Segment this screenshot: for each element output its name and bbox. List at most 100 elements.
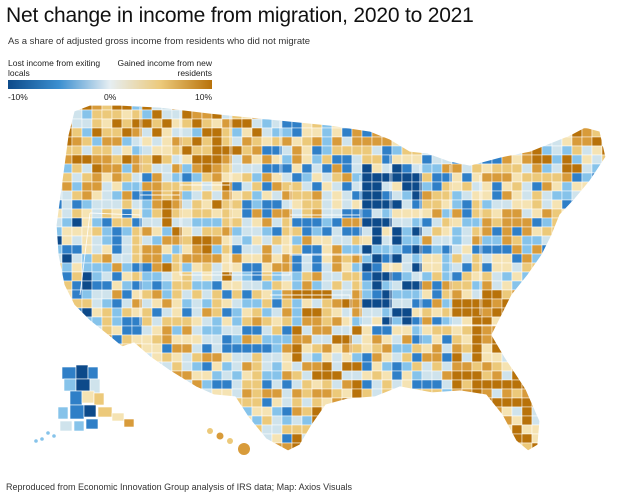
county-cell bbox=[331, 424, 343, 435]
county-cell bbox=[491, 190, 503, 201]
county-cell bbox=[351, 298, 363, 309]
county-cell bbox=[211, 181, 223, 192]
county-cell bbox=[331, 307, 343, 318]
county-cell bbox=[341, 361, 353, 372]
county-cell bbox=[251, 325, 263, 336]
county-cell bbox=[131, 289, 143, 300]
county-cell bbox=[351, 163, 363, 174]
county-cell bbox=[361, 190, 373, 201]
county-cell bbox=[191, 289, 203, 300]
county-cell bbox=[331, 280, 343, 291]
county-cell bbox=[581, 334, 593, 345]
county-cell bbox=[571, 226, 583, 237]
county-cell bbox=[211, 208, 223, 219]
county-cell bbox=[171, 280, 183, 291]
county-cell bbox=[121, 262, 133, 273]
county-cell bbox=[281, 172, 293, 183]
county-cell bbox=[521, 172, 533, 183]
county-cell bbox=[131, 271, 143, 282]
county-cell bbox=[491, 208, 503, 219]
county-cell bbox=[421, 280, 433, 291]
county-cell bbox=[401, 136, 413, 147]
county-cell bbox=[241, 154, 253, 165]
county-cell bbox=[191, 253, 203, 264]
county-cell bbox=[211, 388, 223, 399]
county-cell bbox=[421, 163, 433, 174]
county-cell bbox=[191, 388, 203, 399]
county-cell bbox=[501, 379, 513, 390]
county-cell bbox=[161, 334, 173, 345]
county-cell bbox=[321, 127, 333, 138]
county-cell bbox=[171, 289, 183, 300]
county-cell bbox=[521, 325, 533, 336]
county-cell bbox=[311, 105, 323, 111]
county-cell bbox=[572, 452, 582, 461]
county-cell bbox=[291, 280, 303, 291]
county-cell bbox=[511, 118, 523, 129]
county-cell bbox=[56, 154, 63, 165]
county-cell bbox=[321, 163, 333, 174]
county-cell bbox=[251, 118, 263, 129]
county-cell bbox=[371, 415, 383, 426]
county-cell bbox=[551, 325, 563, 336]
county-cell bbox=[531, 433, 543, 444]
county-cell bbox=[111, 181, 123, 192]
county-cell bbox=[291, 145, 303, 156]
county-cell bbox=[341, 325, 353, 336]
county-cell bbox=[581, 208, 593, 219]
county-cell bbox=[141, 442, 153, 451]
county-cell bbox=[91, 262, 103, 273]
county-cell bbox=[551, 334, 563, 345]
county-cell bbox=[181, 145, 193, 156]
county-cell bbox=[281, 262, 293, 273]
county-cell bbox=[241, 343, 253, 354]
county-cell bbox=[311, 307, 323, 318]
county-cell bbox=[541, 118, 553, 129]
county-cell bbox=[111, 145, 123, 156]
contiguous-us-counties bbox=[56, 105, 606, 461]
county-cell bbox=[491, 361, 503, 372]
county-cell bbox=[381, 271, 393, 282]
county-cell bbox=[431, 325, 443, 336]
county-cell bbox=[521, 127, 533, 138]
county-cell bbox=[391, 208, 403, 219]
county-cell bbox=[141, 361, 153, 372]
county-cell bbox=[61, 199, 73, 210]
county-cell bbox=[161, 370, 173, 381]
county-cell bbox=[381, 433, 393, 444]
county-cell bbox=[451, 199, 463, 210]
county-cell bbox=[311, 199, 323, 210]
county-cell bbox=[301, 145, 313, 156]
county-cell bbox=[191, 226, 203, 237]
county-cell bbox=[441, 415, 453, 426]
county-cell bbox=[371, 361, 383, 372]
county-cell bbox=[201, 136, 213, 147]
county-cell bbox=[111, 172, 123, 183]
county-cell bbox=[451, 397, 463, 408]
county-cell bbox=[231, 370, 243, 381]
county-cell bbox=[351, 181, 363, 192]
county-cell bbox=[601, 190, 606, 201]
county-cell bbox=[411, 379, 423, 390]
county-cell bbox=[531, 388, 543, 399]
county-cell bbox=[81, 253, 93, 264]
county-cell bbox=[71, 316, 83, 327]
county-cell bbox=[411, 406, 423, 417]
county-cell bbox=[571, 397, 583, 408]
county-cell bbox=[181, 325, 193, 336]
county-cell bbox=[161, 433, 173, 444]
county-cell bbox=[551, 280, 563, 291]
county-cell bbox=[301, 181, 313, 192]
county-cell bbox=[191, 136, 203, 147]
county-cell bbox=[511, 154, 523, 165]
county-cell bbox=[391, 172, 403, 183]
county-cell bbox=[56, 271, 63, 282]
county-cell bbox=[201, 109, 213, 120]
county-cell bbox=[491, 235, 503, 246]
county-cell bbox=[411, 433, 423, 444]
county-cell bbox=[231, 343, 243, 354]
county-cell bbox=[431, 415, 443, 426]
county-cell bbox=[441, 406, 453, 417]
county-cell bbox=[351, 307, 363, 318]
county-cell bbox=[601, 289, 606, 300]
